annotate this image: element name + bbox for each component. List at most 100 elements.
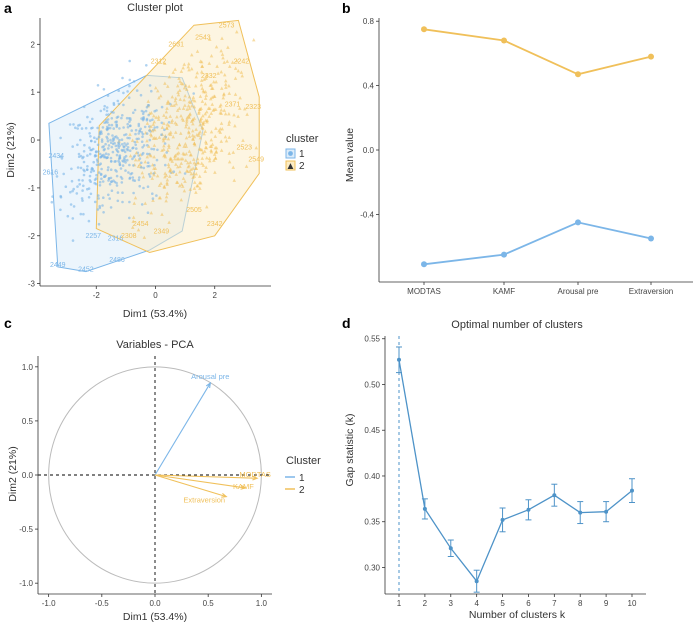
x-tick-label: MODTAS [407,287,441,296]
cluster-1-point [97,194,100,197]
point-label: 2523 [237,145,253,152]
cluster-1-point [104,120,108,124]
cluster-1-point [120,148,124,152]
cluster-2-point: ▴ [187,102,191,109]
panel-c-legend-title: Cluster [286,455,321,467]
cluster-1-point [124,161,127,164]
cluster-2-point: ▴ [163,152,167,159]
cluster-2-point: ▴ [214,155,218,162]
cluster-2-point: ▴ [169,129,173,136]
cluster-1-point [168,102,172,106]
cluster-2-point: ▴ [117,138,121,145]
cluster-1-point [70,179,74,183]
cluster-2-point: ▴ [216,70,220,77]
gap-point [578,510,583,515]
cluster-2-point: ▴ [209,110,213,117]
cluster-2-point: ▴ [147,143,151,150]
cluster-2-point: ▴ [164,198,168,205]
cluster-2-point: ▴ [193,104,197,111]
cluster-1-point [145,64,148,67]
point-label: 2452 [78,267,94,274]
x-tick-label: 1.0 [256,599,268,608]
cluster-1-point [59,155,62,158]
cluster-2-point: ▴ [192,136,196,143]
cluster-1-point [126,122,129,126]
cluster-1-point [122,145,126,149]
cluster-1-point [143,125,147,129]
cluster-1-point [117,102,121,106]
cluster-2-point: ▴ [154,85,158,92]
cluster-1-point [118,156,122,160]
cluster-2-point: ▴ [129,153,133,160]
cluster-2-point: ▴ [178,183,182,190]
cluster-2-point: ▴ [205,72,209,79]
cluster-2-point: ▴ [167,161,171,168]
cluster-1-point [103,104,106,108]
cluster-2-point: ▴ [197,159,201,166]
series-2-point [421,26,427,33]
cluster-2-point: ▴ [178,141,182,148]
cluster-2-point: ▴ [200,69,204,76]
cluster-2-point: ▴ [252,37,256,44]
cluster-1-point [95,137,99,141]
cluster-2-point: ▴ [166,83,170,90]
cluster-1-point [105,135,108,139]
cluster-2-point: ▴ [234,91,238,98]
cluster-1-point [105,113,108,117]
cluster-1-point [156,148,159,152]
cluster-2-point: ▴ [167,219,171,226]
cluster-1-point [150,89,153,93]
cluster-1-point [99,156,102,159]
cluster-2-point: ▴ [174,97,178,104]
cluster-1-point [82,150,86,153]
cluster-2-point: ▴ [195,70,199,77]
cluster-2-point: ▴ [157,94,161,101]
gap-point [526,507,531,512]
cluster-2-point: ▴ [193,134,197,141]
cluster-1-point [123,142,126,145]
cluster-1-point [133,108,137,112]
cluster-1-point [160,105,164,109]
cluster-1-point [81,199,84,202]
cluster-2-point: ▴ [234,65,238,72]
cluster-1-point [89,192,93,196]
cluster-2-point: ▴ [168,173,172,180]
cluster-1-point [122,160,125,163]
cluster-1-point [110,189,114,192]
cluster-2-point: ▴ [200,77,204,84]
cluster-1-point [150,147,153,151]
cluster-2-point: ▴ [232,164,236,171]
legend-marker-2: ▲ [286,161,296,172]
point-label: 2573 [219,23,235,30]
cluster-2-point: ▴ [174,95,178,102]
cluster-2-point: ▴ [162,120,166,127]
cluster-1-point [112,127,115,130]
cluster-2-point: ▴ [201,150,205,157]
cluster-1-point [84,126,88,130]
cluster-2-point: ▴ [150,110,154,117]
cluster-1-point [77,178,81,182]
cluster-2-point: ▴ [224,81,228,88]
cluster-2-point: ▴ [219,102,223,109]
cluster-1-point [100,167,103,171]
cluster-2-point: ▴ [183,93,187,100]
cluster-1-point [112,111,115,114]
cluster-2-point: ▴ [190,51,194,58]
cluster-1-point [91,126,94,130]
cluster-2-point: ▴ [204,117,208,124]
cluster-1-point [115,181,118,185]
cluster-2-point: ▴ [193,142,197,149]
cluster-1-point [79,138,82,142]
cluster-2-point: ▴ [219,107,223,114]
cluster-2-point: ▴ [189,186,193,193]
cluster-2-point: ▴ [151,162,155,169]
cluster-2-point: ▴ [228,158,232,165]
cluster-2-point: ▴ [214,78,218,85]
cluster-1-point [126,125,130,129]
cluster-1-point [102,196,105,199]
cluster-2-point: ▴ [183,85,187,92]
cluster-1-point [76,143,79,147]
point-label: 2323 [245,104,261,111]
cluster-1-point [146,165,149,168]
cluster-1-point [128,149,132,152]
